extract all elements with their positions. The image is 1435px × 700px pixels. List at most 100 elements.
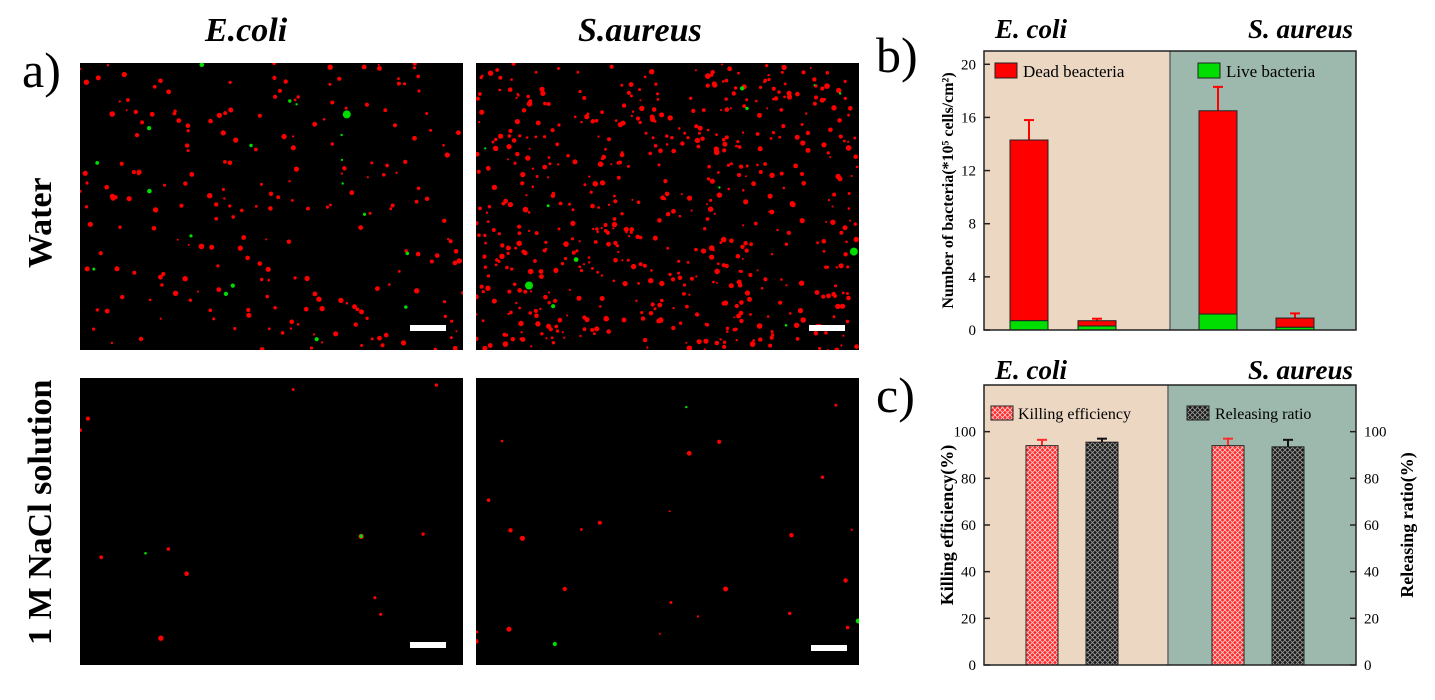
dead-cell-dot <box>377 63 380 66</box>
dead-cell-dot <box>505 245 511 251</box>
dead-cell-dot <box>534 135 538 139</box>
dead-cell-dot <box>821 294 826 299</box>
dead-cell-dot <box>747 296 752 302</box>
dead-cell-dot <box>763 162 767 166</box>
dead-cell-dot <box>550 336 554 340</box>
scale-bar <box>410 642 446 648</box>
dead-cell-dot <box>795 337 800 341</box>
dead-cell-dot <box>412 63 417 66</box>
dead-cell-dot <box>788 611 792 616</box>
dead-cell-dot <box>659 280 665 287</box>
dead-cell-dot <box>703 227 707 231</box>
dead-cell-dot <box>755 99 758 103</box>
dead-cell-dot <box>842 334 845 337</box>
dead-cell-dot <box>289 327 293 330</box>
dead-cell-dot <box>836 87 842 94</box>
dead-cell-dot <box>555 329 560 333</box>
dead-cell-dot <box>749 313 752 316</box>
dead-cell-dot <box>513 161 517 165</box>
dead-cell-dot <box>554 324 559 329</box>
dead-cell-dot <box>697 131 701 135</box>
dead-cell-dot <box>507 87 513 92</box>
dead-cell-dot <box>600 274 604 277</box>
dead-cell-dot <box>557 67 560 70</box>
dead-cell-dot <box>289 319 294 325</box>
live-cell-dot <box>144 552 147 555</box>
dead-cell-dot <box>495 258 499 262</box>
live-cell-dot <box>813 84 816 87</box>
dead-cell-dot <box>722 80 725 83</box>
dead-cell-dot <box>553 267 559 273</box>
dead-cell-dot <box>500 243 505 248</box>
live-cell-dot <box>92 267 96 271</box>
dead-cell-dot <box>721 63 723 66</box>
dead-cell-dot <box>799 218 805 224</box>
y-tick-label-right: 60 <box>1364 518 1379 534</box>
dead-cell-dot <box>563 256 568 261</box>
group-label-saureus: S. aureus <box>1248 14 1353 44</box>
dead-cell-dot <box>377 335 382 341</box>
live-cell-dot <box>718 186 721 189</box>
dead-cell-dot <box>507 312 510 316</box>
dead-cell-dot <box>843 252 848 257</box>
dead-cell-dot <box>520 331 523 334</box>
dead-cell-dot <box>84 205 89 209</box>
legend-swatch-dead <box>994 62 1018 79</box>
dead-cell-dot <box>643 75 647 79</box>
dead-cell-dot <box>449 336 453 340</box>
dead-cell-dot <box>521 249 526 254</box>
dead-cell-dot <box>723 586 729 592</box>
dead-cell-dot <box>594 118 599 123</box>
dead-cell-dot <box>485 211 489 214</box>
dead-cell-dot <box>664 191 670 197</box>
dead-cell-dot <box>834 284 837 288</box>
dead-cell-dot <box>763 277 768 282</box>
dead-cell-dot <box>590 119 595 124</box>
dead-cell-dot <box>245 255 250 261</box>
dead-cell-dot <box>741 257 744 260</box>
dead-cell-dot <box>187 244 190 246</box>
live-cell-cluster <box>849 247 858 256</box>
dead-cell-dot <box>812 77 817 82</box>
dead-cell-dot <box>588 261 591 264</box>
dead-cell-dot <box>801 70 806 75</box>
dead-cell-dot <box>476 151 480 157</box>
dead-cell-dot <box>345 301 349 305</box>
dead-cell-dot <box>183 181 188 186</box>
dead-cell-dot <box>695 275 698 278</box>
dead-cell-dot <box>517 231 522 236</box>
dead-cell-dot <box>744 290 751 296</box>
dead-cell-dot <box>831 105 837 111</box>
dead-cell-dot <box>590 203 595 209</box>
dead-cell-dot <box>558 201 563 206</box>
dead-cell-dot <box>95 75 101 81</box>
dead-cell-dot <box>434 383 439 387</box>
dead-cell-dot <box>653 307 657 311</box>
dead-cell-dot <box>642 263 647 268</box>
dead-cell-dot <box>272 75 277 80</box>
dead-cell-dot <box>783 95 786 99</box>
dead-cell-dot <box>597 520 602 525</box>
micrograph-saureus-water <box>476 63 859 350</box>
saureus-background <box>1170 51 1356 330</box>
dead-cell-dot <box>668 272 672 277</box>
dead-cell-dot <box>379 612 383 616</box>
dead-cell-dot <box>820 86 825 91</box>
dead-cell-dot <box>651 107 657 112</box>
dead-cell-dot <box>444 152 450 158</box>
dead-cell-dot <box>507 202 513 208</box>
bar-releasing-ratio <box>1085 441 1119 666</box>
dead-cell-dot <box>166 547 171 551</box>
dead-cell-dot <box>539 274 544 279</box>
dead-cell-dot <box>847 113 850 117</box>
dead-cell-dot <box>208 308 213 313</box>
dead-cell-dot <box>557 123 561 127</box>
dead-cell-dot <box>327 64 333 70</box>
dead-cell-dot <box>658 148 663 153</box>
scale-bar <box>410 325 446 331</box>
dead-cell-dot <box>421 532 425 536</box>
dead-cell-dot <box>748 272 753 278</box>
dead-cell-dot <box>777 90 781 94</box>
dead-cell-dot <box>448 239 453 244</box>
dead-cell-dot <box>163 183 166 187</box>
